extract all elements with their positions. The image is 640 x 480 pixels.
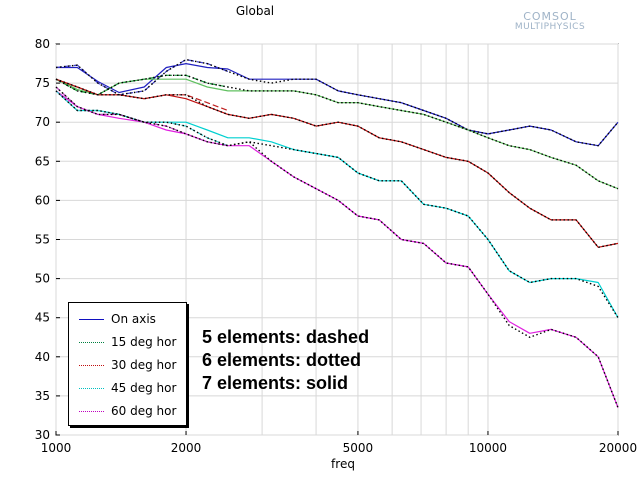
series-line-45-deg-hor-dotted bbox=[55, 90, 619, 319]
series-line-60-deg-hor-solid bbox=[55, 90, 619, 408]
logo-line2: MULTIPHYSICS bbox=[514, 22, 586, 32]
y-tick-label: 65 bbox=[35, 154, 50, 168]
series-line-on-axis-solid bbox=[56, 62, 619, 147]
y-tick-label: 35 bbox=[35, 389, 50, 403]
annotation-dotted: 6 elements: dotted bbox=[202, 350, 362, 370]
series-line-on-axis-dotted bbox=[55, 58, 619, 147]
series-line-30-deg-hor-dotted bbox=[55, 78, 619, 249]
series-line-45-deg-hor-dashed bbox=[55, 90, 229, 147]
comsol-logo: COMSOL MULTIPHYSICS bbox=[500, 10, 600, 32]
legend: On axis 15 deg hor 30 deg hor 45 deg hor 60 … bbox=[68, 302, 187, 426]
annotation-block: 5 elements: dashed 6 elements: dotted 7 … bbox=[202, 326, 369, 395]
legend-swatch bbox=[79, 318, 104, 320]
x-tick-label: 10000 bbox=[469, 441, 507, 455]
legend-item: 45 deg hor bbox=[79, 379, 176, 397]
legend-label: 30 deg hor bbox=[111, 358, 177, 372]
legend-item: 60 deg hor bbox=[79, 402, 176, 420]
legend-label: 60 deg hor bbox=[111, 404, 177, 418]
legend-item: 30 deg hor bbox=[79, 356, 176, 374]
y-tick-label: 45 bbox=[35, 311, 50, 325]
x-tick-label: 5000 bbox=[343, 441, 374, 455]
series-line-15-deg-hor-dashed bbox=[55, 74, 229, 96]
ticks-layer: 1000 2000 5000 10000 20000 30 35 40 45 50 55 60 65 70… bbox=[35, 37, 637, 455]
legend-item: On axis bbox=[79, 310, 156, 328]
chart-title: Global bbox=[236, 4, 274, 18]
legend-item: 15 deg hor bbox=[79, 333, 176, 351]
legend-label: 45 deg hor bbox=[111, 381, 177, 395]
legend-swatch bbox=[79, 364, 104, 366]
y-tick-label: 50 bbox=[35, 272, 50, 286]
series-line-30-deg-hor-dashed bbox=[55, 78, 229, 112]
legend-label: 15 deg hor bbox=[111, 335, 177, 349]
x-axis-label: freq bbox=[331, 457, 355, 471]
series-line-15-deg-hor-dotted bbox=[55, 74, 619, 190]
y-tick-label: 40 bbox=[35, 350, 50, 364]
x-tick-label: 20000 bbox=[599, 441, 637, 455]
legend-swatch bbox=[79, 341, 104, 343]
x-tick-label: 2000 bbox=[171, 441, 202, 455]
lines-layer bbox=[55, 58, 619, 408]
series-line-60-deg-hor-dotted bbox=[55, 86, 619, 408]
logo-line1: COMSOL bbox=[523, 10, 577, 23]
y-tick-label: 80 bbox=[35, 37, 50, 51]
legend-label: On axis bbox=[111, 312, 156, 326]
y-tick-label: 75 bbox=[35, 76, 50, 90]
legend-swatch bbox=[79, 410, 104, 412]
y-tick-label: 60 bbox=[35, 193, 50, 207]
legend-swatch bbox=[79, 387, 104, 389]
y-tick-label: 70 bbox=[35, 115, 50, 129]
y-tick-label: 55 bbox=[35, 233, 50, 247]
y-tick-label: 30 bbox=[35, 428, 50, 442]
annotation-dashed: 5 elements: dashed bbox=[202, 327, 370, 347]
x-tick-label: 1000 bbox=[41, 441, 72, 455]
annotation-solid: 7 elements: solid bbox=[202, 373, 349, 393]
